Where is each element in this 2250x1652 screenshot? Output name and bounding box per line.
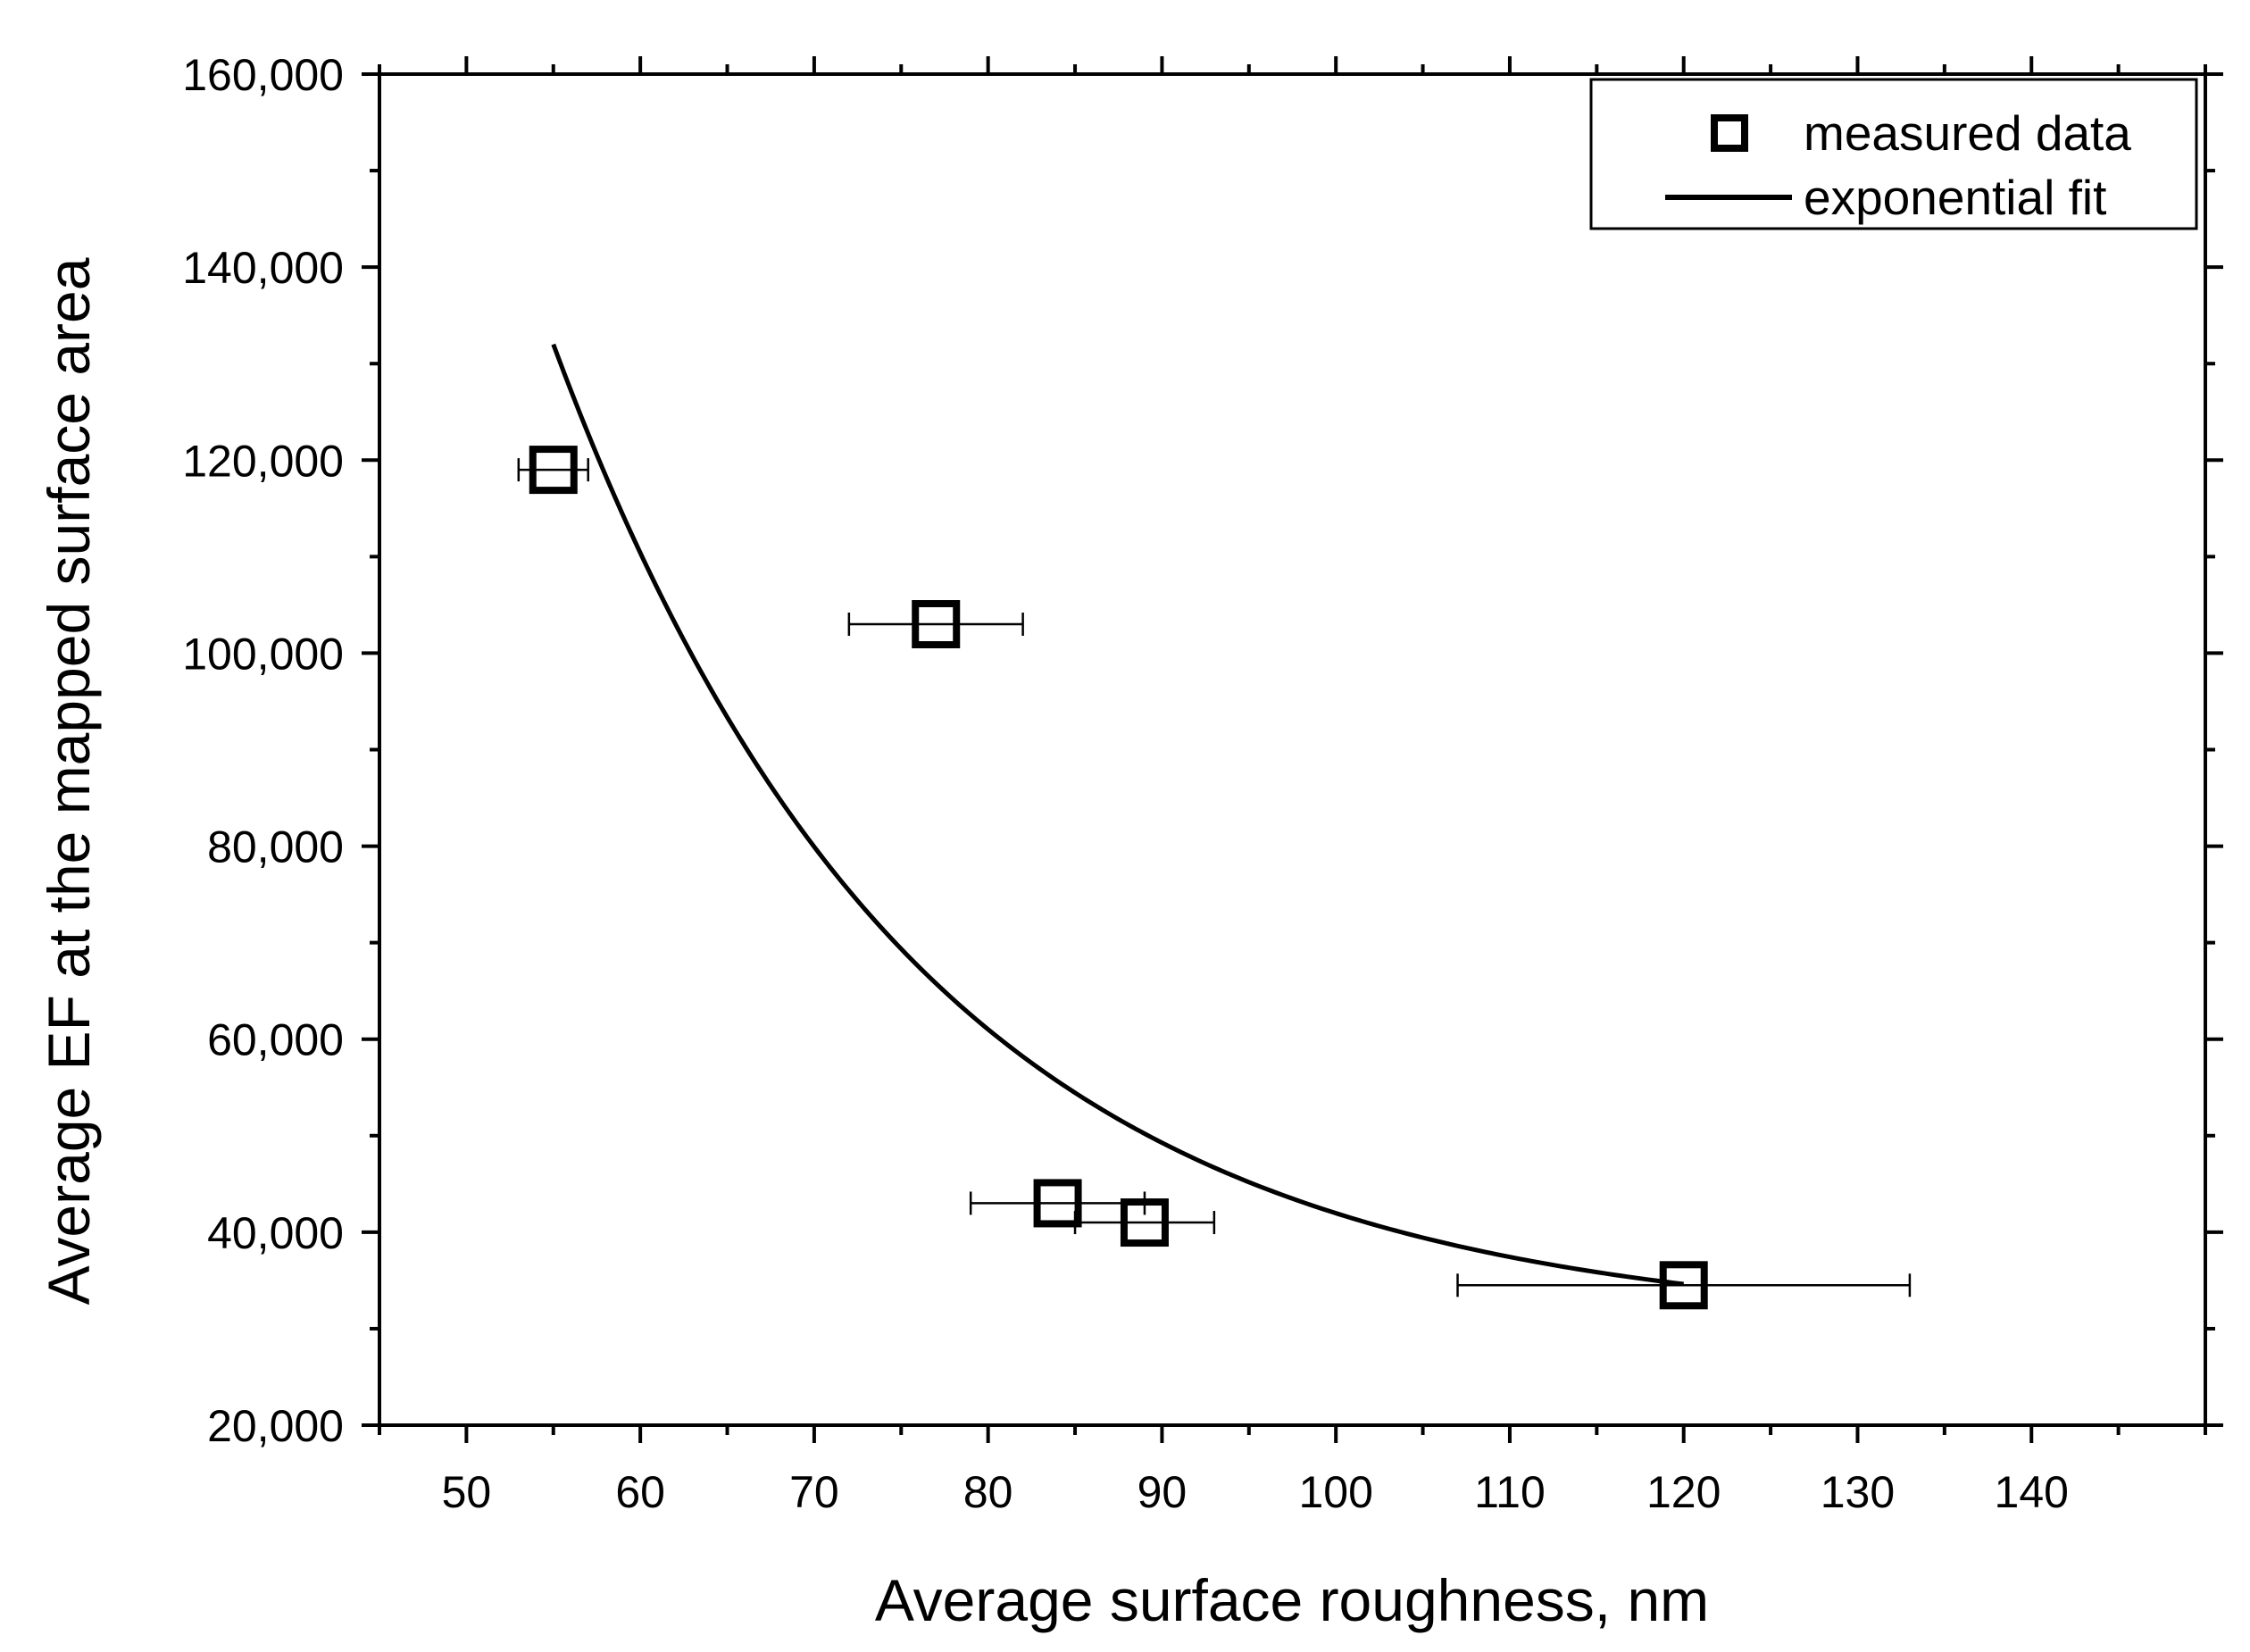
y-axis-ticks: 20,000 40,000 60,000 80,000 100,000 120,000 14…: [182, 50, 2223, 1451]
x-tick-label: 110: [1474, 1467, 1546, 1517]
plot-frame: [378, 72, 2207, 1427]
y-tick-label: 20,000: [207, 1401, 344, 1451]
x-tick-label: 120: [1646, 1467, 1721, 1517]
x-tick-label: 60: [615, 1467, 665, 1517]
fit-layer: [551, 343, 1685, 1287]
data-point: [969, 1179, 1146, 1228]
x-tick-label: 50: [442, 1467, 492, 1517]
fit-curve: [551, 343, 1685, 1287]
x-axis-ticks: 50 60 70 80 90 100 110 120 130 140: [378, 56, 2207, 1517]
x-tick-label: 70: [789, 1467, 839, 1517]
data-marker: [1120, 1198, 1169, 1247]
x-axis-title: Average surface roughness, nm: [875, 1567, 1709, 1633]
data-point: [1073, 1198, 1216, 1247]
y-tick-label: 140,000: [182, 243, 344, 293]
data-point: [847, 600, 1024, 649]
x-tick-label: 100: [1298, 1467, 1372, 1517]
x-tick-label: 90: [1138, 1467, 1188, 1517]
y-tick-label: 160,000: [182, 50, 344, 100]
data-point: [1456, 1261, 1912, 1310]
points-layer: [517, 446, 1912, 1310]
y-tick-label: 100,000: [182, 629, 344, 679]
x-tick-label: 130: [1821, 1467, 1895, 1517]
axes: [378, 72, 2207, 1427]
data-marker: [912, 600, 961, 649]
data-marker: [1033, 1179, 1082, 1228]
y-tick-label: 40,000: [207, 1208, 344, 1258]
y-tick-label: 60,000: [207, 1015, 344, 1065]
y-tick-label: 80,000: [207, 822, 344, 872]
data-point: [517, 446, 589, 495]
y-axis-title: Average EF at the mapped surface area: [36, 257, 102, 1305]
x-tick-label: 80: [963, 1467, 1013, 1517]
legend-marker-icon: [1711, 114, 1748, 152]
y-tick-label: 120,000: [182, 436, 344, 486]
legend-label-measured: measured data: [1804, 105, 2131, 161]
legend: measured data exponential fit: [1589, 78, 2198, 230]
legend-label-fit: exponential fit: [1804, 170, 2106, 225]
x-tick-label: 140: [1995, 1467, 2069, 1517]
data-marker: [529, 446, 578, 495]
legend-box: [1589, 78, 2198, 230]
data-marker: [1659, 1261, 1708, 1310]
